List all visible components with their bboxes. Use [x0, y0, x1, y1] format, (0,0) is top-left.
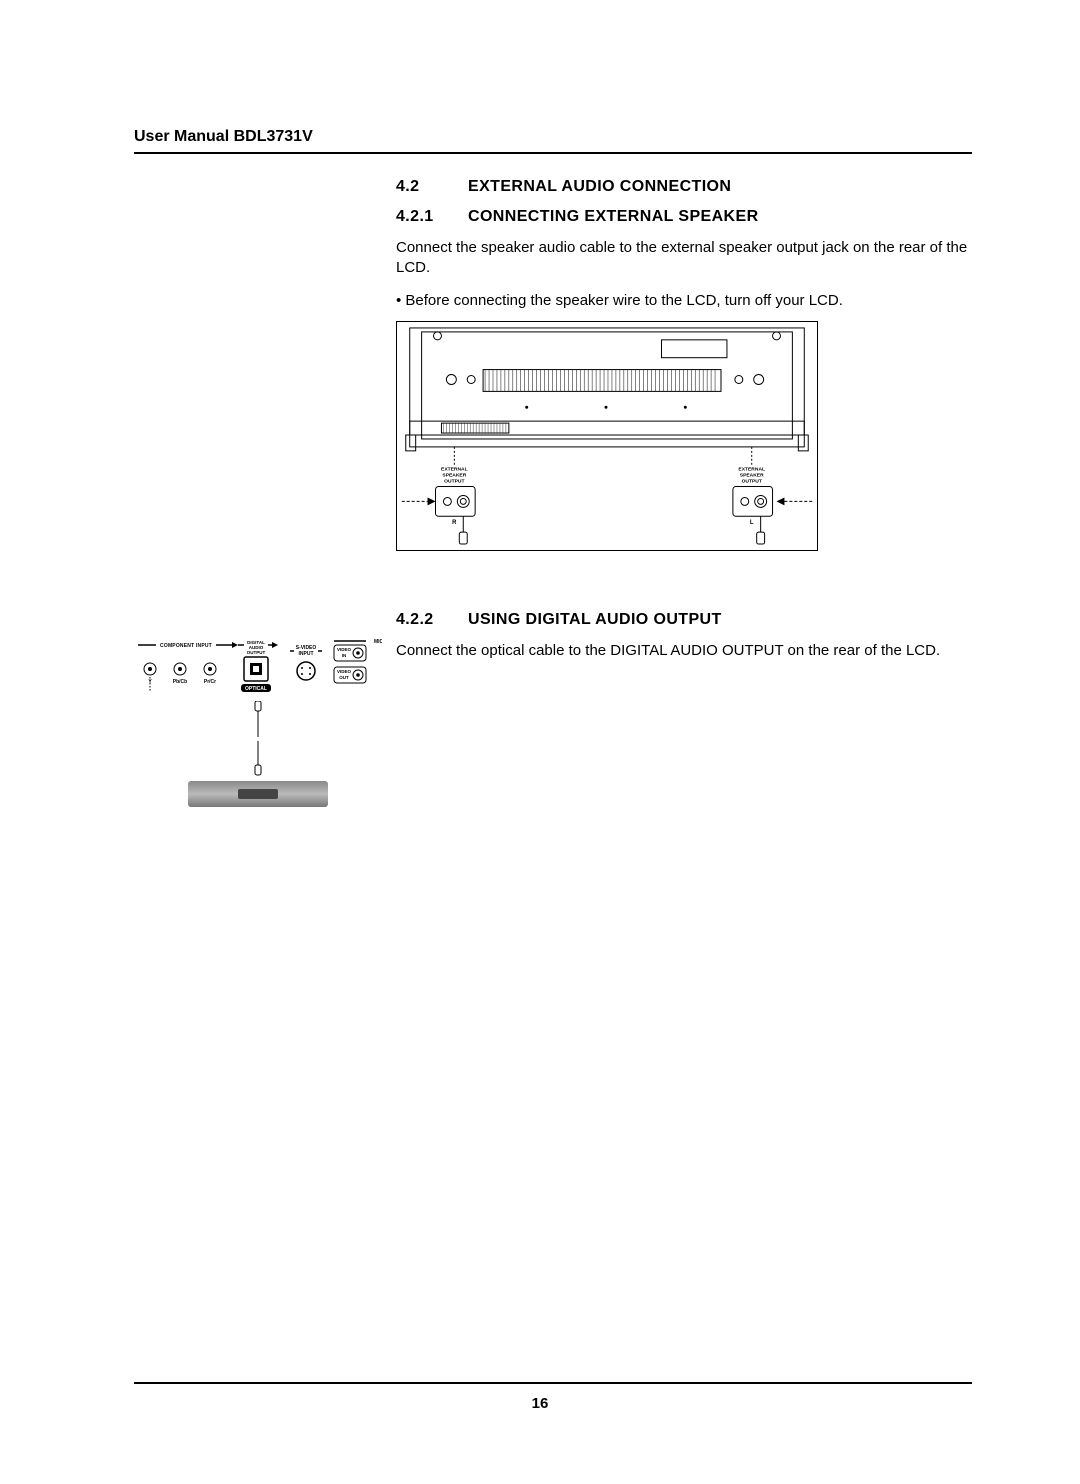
- svg-text:EXTERNAL: EXTERNAL: [738, 466, 765, 472]
- svg-text:MIC: MIC: [374, 639, 382, 645]
- svg-text:EXTERNAL: EXTERNAL: [441, 466, 468, 472]
- rear-panel-svg: EXTERNAL SPEAKER OUTPUT R: [397, 322, 817, 550]
- section-number: 4.2.1: [396, 208, 444, 226]
- svg-text:SPEAKER: SPEAKER: [740, 472, 764, 478]
- section-row-4-2-2: COMPONENT INPUT Y Pb/Cb Pr/Cr DIGITAL AU…: [134, 611, 972, 807]
- svg-text:Pr/Cr: Pr/Cr: [204, 679, 216, 685]
- left-col-diagram2: COMPONENT INPUT Y Pb/Cb Pr/Cr DIGITAL AU…: [134, 611, 388, 807]
- section-title: CONNECTING EXTERNAL SPEAKER: [468, 208, 759, 226]
- header-title: User Manual BDL3731V: [134, 128, 972, 146]
- svg-text:OUTPUT: OUTPUT: [247, 650, 266, 655]
- svg-text:SPEAKER: SPEAKER: [442, 472, 466, 478]
- svg-text:OUT: OUT: [339, 675, 349, 680]
- optical-plug-bottom-icon: [251, 741, 265, 777]
- heading-4-2: 4.2 EXTERNAL AUDIO CONNECTION: [396, 178, 972, 196]
- header-rule: [134, 152, 972, 154]
- right-col-4-2: 4.2 EXTERNAL AUDIO CONNECTION 4.2.1 CONN…: [388, 178, 972, 551]
- optical-plug-top-icon: [251, 701, 265, 737]
- section-number: 4.2.2: [396, 611, 444, 629]
- body-4-2-1: Connect the speaker audio cable to the e…: [396, 238, 972, 279]
- svg-text:IN: IN: [342, 653, 347, 658]
- heading-4-2-2: 4.2.2 USING DIGITAL AUDIO OUTPUT: [396, 611, 972, 629]
- footer-rule: [134, 1382, 972, 1384]
- svg-text:VIDEO: VIDEO: [337, 647, 352, 652]
- spacer: [134, 611, 388, 635]
- svg-text:INPUT: INPUT: [299, 651, 314, 657]
- section-row-4-2: 4.2 EXTERNAL AUDIO CONNECTION 4.2.1 CONN…: [134, 178, 972, 551]
- section-title: USING DIGITAL AUDIO OUTPUT: [468, 611, 722, 629]
- svg-text:Pb/Cb: Pb/Cb: [173, 679, 187, 685]
- diagram2-cable-device: [134, 701, 382, 807]
- bullet-4-2-1: • Before connecting the speaker wire to …: [396, 291, 972, 311]
- section-title: EXTERNAL AUDIO CONNECTION: [468, 178, 731, 196]
- content-area: 4.2 EXTERNAL AUDIO CONNECTION 4.2.1 CONN…: [134, 178, 972, 807]
- connector-panel-svg: COMPONENT INPUT Y Pb/Cb Pr/Cr DIGITAL AU…: [134, 635, 382, 695]
- svg-text:VIDEO: VIDEO: [337, 669, 352, 674]
- page-number: 16: [0, 1395, 1080, 1412]
- svg-text:OUTPUT: OUTPUT: [742, 478, 762, 484]
- diagram-digital-audio-output: COMPONENT INPUT Y Pb/Cb Pr/Cr DIGITAL AU…: [134, 635, 382, 695]
- svg-text:COMPONENT INPUT: COMPONENT INPUT: [160, 643, 212, 649]
- spacer: [134, 563, 972, 599]
- svg-text:R: R: [452, 520, 457, 526]
- svg-text:L: L: [750, 520, 754, 526]
- section-number: 4.2: [396, 178, 444, 196]
- manual-page: User Manual BDL3731V 4.2 EXTERNAL AUDIO …: [0, 0, 1080, 1484]
- diagram-rear-panel-speaker: EXTERNAL SPEAKER OUTPUT R: [396, 321, 818, 551]
- heading-4-2-1: 4.2.1 CONNECTING EXTERNAL SPEAKER: [396, 208, 972, 226]
- right-col-4-2-2: 4.2.2 USING DIGITAL AUDIO OUTPUT Connect…: [388, 611, 972, 673]
- external-device-icon: [188, 781, 328, 807]
- body-4-2-2: Connect the optical cable to the DIGITAL…: [396, 641, 972, 661]
- svg-text:OPTICAL: OPTICAL: [245, 686, 267, 692]
- svg-text:OUTPUT: OUTPUT: [444, 478, 464, 484]
